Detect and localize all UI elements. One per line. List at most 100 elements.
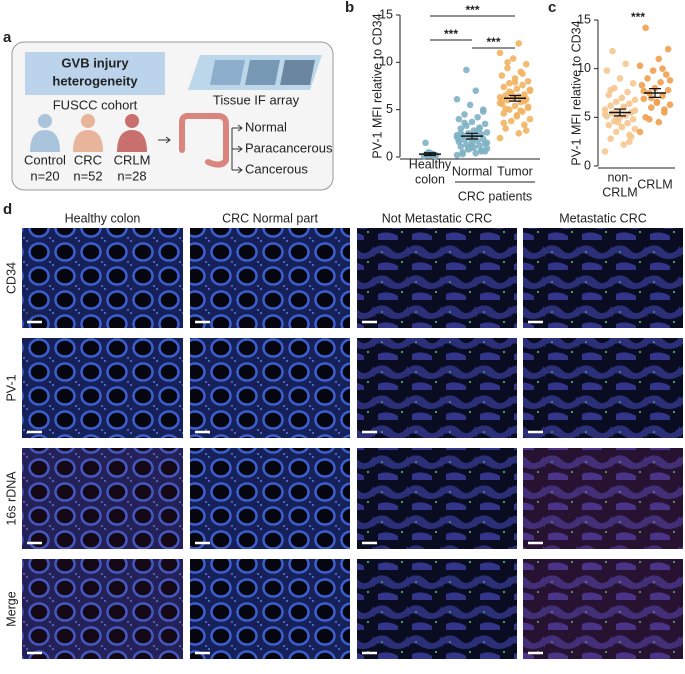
- row-label: PV-1: [4, 374, 18, 401]
- error-bar: [466, 132, 478, 140]
- micrograph: [357, 448, 517, 549]
- data-point: [517, 107, 524, 114]
- data-point: [511, 102, 519, 110]
- data-point: [504, 64, 511, 72]
- y-tick-label: 15: [577, 12, 591, 26]
- micrograph: [22, 448, 183, 549]
- title: GVB injury: [61, 55, 129, 70]
- data-point: [521, 121, 528, 129]
- micrograph: [523, 228, 683, 328]
- title-box: [25, 52, 165, 95]
- panel-label: a: [3, 29, 12, 46]
- micrograph: [190, 338, 350, 438]
- stain-overlay: [22, 559, 183, 659]
- data-point: [601, 111, 609, 118]
- micrograph: [523, 448, 683, 549]
- data-point: [605, 121, 613, 129]
- bracket: [231, 124, 243, 174]
- error-bar: [614, 108, 626, 117]
- micrograph: [357, 559, 517, 659]
- micrograph: [22, 559, 183, 659]
- data-point: [626, 100, 633, 108]
- group-name: CRC: [74, 152, 102, 167]
- data-point: [609, 47, 616, 55]
- data-point: [522, 60, 530, 68]
- row-label: Merge: [4, 591, 18, 626]
- data-point: [636, 128, 644, 136]
- data-point: [526, 115, 534, 123]
- data-point: [655, 118, 663, 126]
- data-point: [453, 151, 461, 159]
- micrograph: [523, 338, 683, 438]
- data-point: [601, 106, 609, 113]
- data-point: [618, 123, 626, 131]
- significance-label: ***: [444, 27, 458, 41]
- stain-overlay: [523, 559, 683, 659]
- data-point: [629, 115, 637, 123]
- data-point: [647, 104, 655, 111]
- data-point: [659, 65, 666, 72]
- micrograph: [190, 448, 350, 549]
- region: Paracancerous: [245, 140, 333, 155]
- x-tick-label: Tumor: [497, 164, 533, 178]
- data-point: [519, 81, 526, 89]
- y-tick-label: 0: [386, 149, 393, 163]
- data-point: [511, 78, 519, 86]
- data-point: [472, 87, 480, 95]
- data-point: [644, 75, 651, 82]
- image-grid: Healthy colon CRC Normal part Not Metastat…: [4, 211, 683, 659]
- data-point: [483, 139, 491, 147]
- data-point: [496, 49, 504, 57]
- data-point: [463, 66, 470, 74]
- x-tick-label: non-: [607, 170, 632, 184]
- significance-label: ***: [486, 35, 500, 49]
- data-point: [612, 115, 620, 122]
- data-point: [474, 113, 481, 121]
- data-point: [646, 115, 653, 123]
- error-bar: [649, 88, 661, 98]
- data-point: [500, 119, 508, 127]
- data-point: [519, 70, 526, 77]
- data-point: [481, 148, 489, 155]
- data-point: [521, 91, 528, 98]
- data-point: [662, 71, 670, 78]
- data-point: [640, 95, 648, 103]
- y-tick-label: 0: [584, 158, 591, 172]
- column-header: CRC Normal part: [222, 211, 318, 225]
- data-point: [498, 72, 506, 79]
- data-point: [631, 107, 639, 114]
- data-point: [453, 95, 461, 103]
- stain-overlay: [523, 448, 683, 549]
- data-point: [631, 96, 639, 104]
- micrograph: [523, 559, 683, 659]
- data-point: [506, 88, 513, 95]
- data-point: [524, 103, 532, 111]
- group-n: n=20: [30, 168, 59, 183]
- person-icons: [30, 114, 147, 152]
- row-label: CD34: [4, 262, 18, 294]
- data-point: [657, 78, 664, 86]
- data-point: [496, 99, 504, 107]
- data-point: [524, 77, 532, 85]
- group-name: Control: [24, 152, 66, 167]
- x-tick-label: Normal: [452, 164, 492, 178]
- x-tick-label: colon: [415, 172, 445, 186]
- group-name: CRLM: [114, 152, 151, 167]
- y-tick-label: 5: [386, 102, 393, 116]
- data-point: [526, 86, 534, 94]
- data-point: [479, 108, 487, 115]
- data-point: [513, 85, 521, 93]
- error-bar: [424, 152, 436, 157]
- data-point: [522, 127, 530, 134]
- array-label: Tissue IF array: [213, 92, 300, 107]
- data-point: [481, 120, 489, 128]
- data-point: [459, 150, 466, 158]
- micrograph: [190, 559, 350, 659]
- micrograph: [22, 338, 183, 438]
- data-point: [626, 138, 633, 145]
- micrograph: [357, 338, 517, 438]
- data-point: [666, 77, 674, 84]
- data-point: [607, 102, 614, 109]
- data-point: [466, 101, 474, 109]
- data-point: [502, 125, 509, 132]
